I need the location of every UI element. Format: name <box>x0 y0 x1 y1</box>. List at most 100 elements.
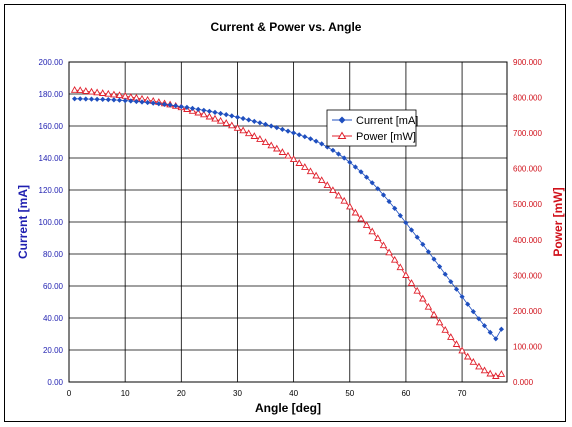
power-point <box>273 144 281 152</box>
current-point <box>94 96 100 102</box>
power-point <box>289 155 298 163</box>
x-tick-label: 70 <box>458 389 467 398</box>
current-point <box>173 103 179 109</box>
power-point <box>497 370 506 377</box>
power-point <box>357 214 365 222</box>
chart-title: Current & Power vs. Angle <box>211 20 362 34</box>
x-tick-label: 20 <box>177 389 186 398</box>
power-point <box>239 126 247 134</box>
current-point <box>150 100 156 106</box>
current-point <box>100 96 106 102</box>
power-point <box>323 181 332 189</box>
power-point <box>407 279 416 286</box>
power-point <box>82 87 90 94</box>
power-point <box>205 112 214 120</box>
current-point <box>397 213 403 219</box>
current-point <box>319 141 325 147</box>
power-point <box>447 333 455 340</box>
power-point <box>295 159 303 166</box>
left-tick-label: 40.00 <box>43 314 64 323</box>
right-tick-label: 600.000 <box>513 165 542 174</box>
x-tick-label: 10 <box>121 389 130 398</box>
power-point <box>104 89 113 97</box>
current-point <box>358 169 364 175</box>
power-point <box>87 87 96 95</box>
current-point <box>498 326 504 332</box>
power-point <box>301 163 309 170</box>
current-point <box>145 99 151 106</box>
current-point <box>459 294 465 300</box>
right-tick-label: 400.000 <box>513 236 542 245</box>
left-tick-label: 20.00 <box>43 346 64 355</box>
power-point <box>110 90 118 98</box>
power-point <box>216 116 225 124</box>
power-point <box>413 286 421 294</box>
current-point <box>83 96 89 102</box>
current-point <box>296 132 302 138</box>
current-point <box>111 97 117 103</box>
power-point <box>70 85 79 93</box>
current-point <box>341 155 347 161</box>
legend-power-marker <box>337 131 347 139</box>
legend: Current [mA] Power [mW] <box>326 109 418 147</box>
power-point <box>351 208 360 216</box>
power-point <box>362 221 371 228</box>
power-point <box>200 110 208 118</box>
power-point <box>250 132 259 139</box>
current-point <box>431 256 437 262</box>
current-point <box>133 98 139 105</box>
left-tick-label: 60.00 <box>43 282 64 291</box>
current-point <box>369 180 375 186</box>
right-tick-label: 300.000 <box>513 271 542 280</box>
power-point <box>211 114 219 122</box>
current-point <box>352 164 358 170</box>
current-point <box>347 159 353 165</box>
current-point <box>257 120 263 126</box>
current-point <box>335 151 342 157</box>
x-tick-label: 60 <box>401 389 410 398</box>
left-tick-label: 160.00 <box>39 122 64 131</box>
power-point <box>334 191 343 199</box>
current-point <box>206 108 212 114</box>
right-axis-ticks: 0.000 100.000 200.000 300.000 400.000 500.000… <box>513 58 542 387</box>
current-point <box>481 323 488 329</box>
right-tick-label: 700.000 <box>513 129 542 138</box>
power-point <box>228 121 236 129</box>
current-point <box>470 309 476 315</box>
left-axis-title: Current [mA] <box>16 185 30 259</box>
x-axis-title: Angle [deg] <box>255 401 321 415</box>
power-point <box>222 119 230 126</box>
left-axis-ticks: 0.00 20.00 40.00 60.00 80.00 100.00 120.00 140.… <box>39 58 64 387</box>
power-point <box>475 362 483 370</box>
power-point <box>374 234 382 242</box>
power-point <box>306 167 315 175</box>
power-point <box>93 88 101 96</box>
left-tick-label: 140.00 <box>39 154 64 163</box>
current-point <box>201 107 207 113</box>
current-point <box>375 186 381 192</box>
current-point <box>330 147 336 153</box>
x-axis-ticks: 0 10 20 30 40 50 60 70 <box>67 389 467 398</box>
x-tick-label: 40 <box>289 389 298 398</box>
current-point <box>380 192 387 198</box>
left-tick-label: 120.00 <box>39 186 64 195</box>
power-point <box>329 186 337 194</box>
current-point <box>425 249 431 255</box>
current-point <box>291 130 297 136</box>
power-point <box>452 340 461 347</box>
power-point <box>469 357 478 365</box>
current-point <box>386 198 392 205</box>
current-point <box>72 96 78 102</box>
current-point <box>274 125 280 131</box>
power-point <box>435 318 444 326</box>
legend-current-label: Current [mA] <box>356 115 418 127</box>
power-point <box>256 135 264 142</box>
right-axis-title: Power [mW] <box>551 187 565 256</box>
power-point <box>390 255 399 263</box>
right-tick-label: 800.000 <box>513 94 542 103</box>
current-point <box>88 96 95 102</box>
legend-current-marker <box>338 116 346 124</box>
current-point <box>223 112 229 118</box>
current-point <box>77 96 83 102</box>
power-point <box>463 352 472 360</box>
